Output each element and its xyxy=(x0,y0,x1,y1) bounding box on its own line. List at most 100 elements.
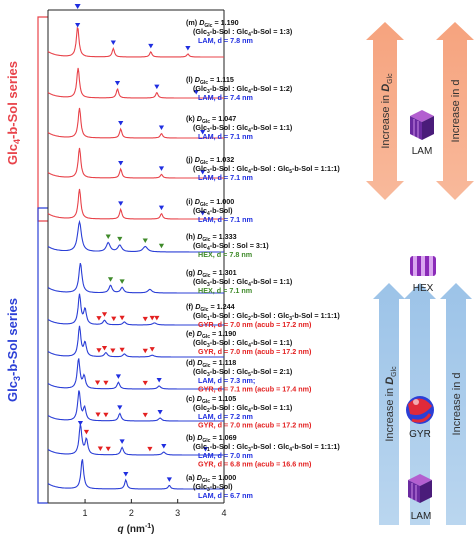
sample-composition: (Glc4-b-Sol : Sol = 3:1) xyxy=(193,241,269,252)
dglc-value: = 1.244 xyxy=(208,302,234,311)
dglc-sub: Glc xyxy=(200,160,208,166)
dglc-symbol: D xyxy=(197,433,202,442)
peak-marker-gyr xyxy=(119,347,125,353)
sample-label-d: (d) DGlc = 1.118(Glc3-b-Sol : Glc5-b-Sol… xyxy=(186,358,312,394)
sample-composition: (Glc3-b-Sol : Glc4-b-Sol = 1:1) xyxy=(193,338,293,349)
profile-curve-b xyxy=(47,424,224,456)
principal-peak-marker xyxy=(74,4,81,9)
dglc-value: = 1.115 xyxy=(208,75,234,84)
sample-dglc-line: (d) DGlc = 1.118 xyxy=(186,358,236,369)
sample-dglc-line: (f) DGlc = 1.244 xyxy=(186,302,235,313)
bottom-arrow-d-glc-sub: Glc xyxy=(391,366,398,377)
sample-dglc-line: (m) DGlc = 1.190 xyxy=(186,18,239,29)
peak-marker-lam xyxy=(158,125,165,130)
peak-marker-gyr xyxy=(103,380,109,386)
dglc-sub: Glc xyxy=(202,399,210,405)
peak-marker-gyr xyxy=(96,316,102,321)
peak-marker-gyr xyxy=(105,446,111,452)
sample-id: (b) xyxy=(186,433,197,442)
peak-marker-gyr xyxy=(142,380,148,386)
peak-marker-lam xyxy=(157,409,163,415)
sample-label-m: (m) DGlc = 1.190(Glc3-b-Sol : Glc4-b-Sol… xyxy=(186,18,293,45)
x-axis-label-unit: (nm xyxy=(127,524,145,535)
top-series-label: Glc4-b-Sol series xyxy=(5,61,22,165)
sample-label-k: (k) DGlc = 1.047(Glc3-b-Sol : Glc4-b-Sol… xyxy=(186,114,293,141)
hex-cylinders-icon xyxy=(410,256,436,276)
profile-curve-m xyxy=(47,26,224,58)
bottom-arrow-d-label: Increase in d xyxy=(451,373,463,436)
top-arrow-d-glc xyxy=(366,22,404,200)
sample-dglc-line: (a) DGlc = 1.000 xyxy=(186,473,236,484)
sample-id: (a) xyxy=(186,473,197,482)
profile-curve-l xyxy=(47,67,224,99)
lam-top-label: LAM xyxy=(412,146,433,157)
sample-phase-lam: LAM, d = 7.0 nm xyxy=(198,451,253,460)
peak-marker-lam xyxy=(75,23,81,28)
peak-marker-hex xyxy=(142,238,148,243)
top-arrow-d-glc-prefix: Increase in xyxy=(380,92,392,149)
profile-curves xyxy=(47,26,224,490)
sample-id: (l) xyxy=(186,75,195,84)
peak-marker-gyr xyxy=(142,348,148,354)
sample-label-g: (g) DGlc = 1.301(Glc3-b-Sol : Glc4-b-Sol… xyxy=(186,268,293,295)
sample-id: (c) xyxy=(186,394,197,403)
peak-marker-lam xyxy=(200,210,206,216)
profile-curve-f xyxy=(47,293,224,326)
sample-composition: (Glc1-b-Sol : Glc2-b-Sol : Glc3-b-Sol = … xyxy=(193,311,340,322)
peak-marker-gyr xyxy=(97,446,103,452)
bottom-arrow-d-glc-label: Increase in DGlc xyxy=(384,366,398,442)
profile-curve-e xyxy=(47,325,224,358)
peak-marker-gyr xyxy=(149,347,155,352)
dglc-value: = 1.190 xyxy=(212,18,238,27)
dglc-sub: Glc xyxy=(202,438,210,444)
dglc-sub: Glc xyxy=(202,363,210,369)
sample-id: (f) xyxy=(186,302,195,311)
peak-marker-lam xyxy=(115,374,121,379)
peak-marker-hex xyxy=(158,243,165,249)
dglc-value: = 1.190 xyxy=(210,329,236,338)
dglc-value: = 1.069 xyxy=(210,433,236,442)
sample-id: (k) xyxy=(186,114,197,123)
x-axis-label-exp: -1 xyxy=(145,523,151,530)
peak-marker-gyr xyxy=(142,316,148,322)
bottom-arrow-d-glc-prefix: Increase in xyxy=(384,385,396,442)
sample-composition: (Glc1-b-Sol : Glc3-b-Sol : Glc4-b-Sol = … xyxy=(193,442,340,453)
sample-composition: (Glc3-b-Sol : Glc4-b-Sol = 1:3) xyxy=(193,27,293,38)
peak-marker-lam xyxy=(166,477,172,482)
top-series-label-sub: 4 xyxy=(12,139,22,144)
peak-marker-hex xyxy=(105,234,111,240)
dglc-symbol: D xyxy=(197,329,202,338)
dglc-value: = 1.333 xyxy=(210,232,236,241)
group-brackets: Glc4-b-Sol series Glc3-b-Sol series xyxy=(5,16,48,504)
peak-marker-lam xyxy=(202,446,209,452)
peak-marker-lam xyxy=(200,169,206,175)
dglc-symbol: D xyxy=(197,232,202,241)
sample-label-a: (a) DGlc = 1.000(Glc3-b-Sol)LAM, d = 6.7… xyxy=(186,473,253,500)
profile-curve-c xyxy=(47,390,224,422)
dglc-sub: Glc xyxy=(200,307,208,313)
sample-id: (h) xyxy=(186,232,197,241)
dglc-symbol: D xyxy=(195,302,200,311)
bottom-series-label-rest: -b-Sol series xyxy=(5,298,20,376)
sample-phase-gyr: GYR, d = 7.0 nm (acub = 17.2 nm) xyxy=(198,347,312,356)
peak-marker-gyr xyxy=(101,346,108,351)
sample-id: (m) xyxy=(186,18,199,27)
sample-phase-gyr: GYR, d = 6.8 nm (acub = 16.6 nm) xyxy=(198,460,312,469)
peak-marker-lam xyxy=(119,439,125,444)
sample-label-j: (j) DGlc = 1.032(Glc3-b-Sol : Glc4-b-Sol… xyxy=(186,155,340,182)
bottom-series-bracket xyxy=(37,207,48,504)
dglc-symbol: D xyxy=(197,473,202,482)
sample-label-f: (f) DGlc = 1.244(Glc1-b-Sol : Glc2-b-Sol… xyxy=(186,302,340,329)
peak-marker-gyr xyxy=(101,312,108,317)
lam-cube-top-icon xyxy=(410,110,434,140)
morphology-lam-bottom: LAM xyxy=(408,474,432,522)
sample-composition: (Glc3-b-Sol : Glc4-b-Sol = 1:1) xyxy=(193,277,293,288)
sample-phase-gyr: GYR, d = 7.0 nm (acub = 17.2 nm) xyxy=(198,320,312,329)
sample-dglc-line: (e) DGlc = 1.190 xyxy=(186,329,236,340)
peak-marker-gyr xyxy=(147,446,153,452)
peak-marker-lam xyxy=(193,89,199,95)
sample-id: (g) xyxy=(186,268,197,277)
dglc-symbol: D xyxy=(197,394,202,403)
x-axis-label-close: ) xyxy=(151,524,154,535)
